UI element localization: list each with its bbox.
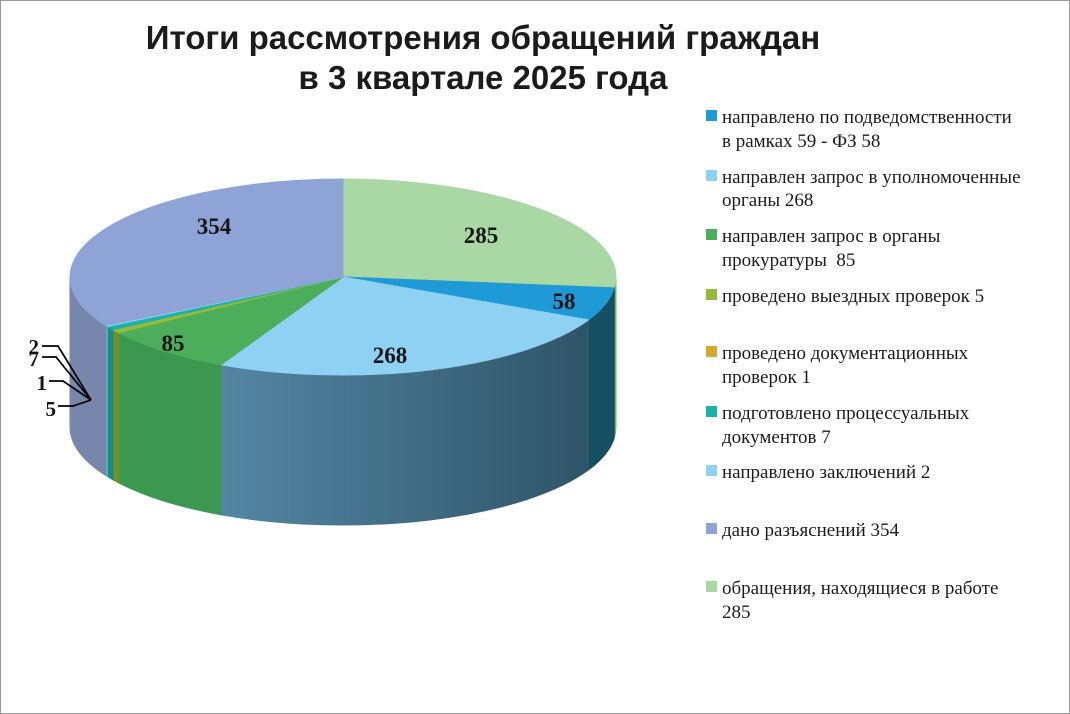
svg-text:285: 285 xyxy=(464,223,499,248)
svg-text:1: 1 xyxy=(37,371,48,395)
svg-text:268: 268 xyxy=(373,343,408,368)
svg-text:85: 85 xyxy=(162,331,185,356)
svg-text:7: 7 xyxy=(29,347,40,371)
svg-text:58: 58 xyxy=(553,289,576,314)
svg-text:5: 5 xyxy=(46,397,57,421)
svg-text:354: 354 xyxy=(197,214,232,239)
